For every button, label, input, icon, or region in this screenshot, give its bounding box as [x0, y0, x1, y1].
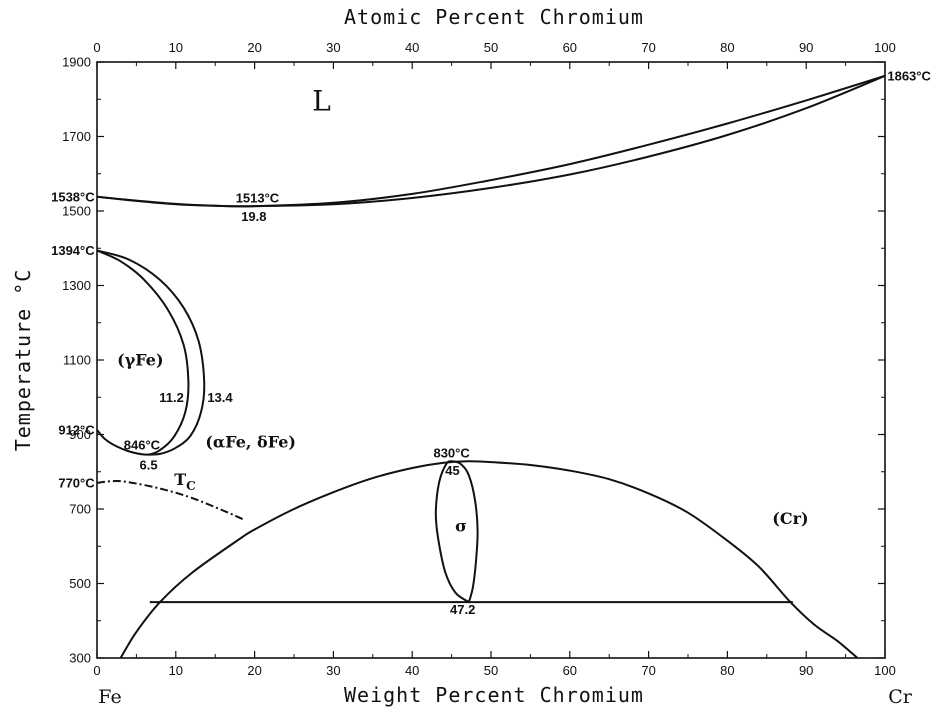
tc-main: T [174, 470, 186, 489]
annotation-label: 13.4 [207, 390, 233, 405]
phase-labels: L (γFe) (αFe, δFe) σ (Cr) [117, 84, 808, 535]
top-tick-label: 40 [405, 40, 419, 55]
x-tick-label: 40 [405, 663, 419, 678]
plot-frame [96, 61, 886, 659]
top-tick-label: 70 [641, 40, 655, 55]
y-tick-label: 1500 [62, 204, 91, 219]
phase-label: (γFe) [117, 351, 163, 370]
element-label-right: Cr [888, 686, 913, 708]
element-label-left: Fe [98, 686, 121, 708]
annotation-label: 6.5 [140, 458, 158, 473]
x-tick-labels: 0 10 20 30 40 50 60 70 80 90 100 [93, 663, 895, 678]
phase-boundaries [96, 74, 886, 659]
x-tick-label: 30 [326, 663, 340, 678]
top-tick-label: 10 [169, 40, 183, 55]
phase-boundary-4 [96, 480, 246, 522]
phase-boundary-3 [96, 249, 206, 456]
annotation-label: 830°C [433, 446, 470, 461]
annotation-label: 846°C [124, 437, 161, 452]
phase-boundary-1 [96, 74, 886, 208]
x-tick-label: 100 [874, 663, 896, 678]
phase-label: σ [455, 516, 467, 535]
annotation-label: 1538°C [51, 189, 95, 204]
x-tick-label: 20 [247, 663, 261, 678]
x-axis-title: Weight Percent Chromium [344, 683, 644, 707]
y-tick-label: 500 [69, 576, 91, 591]
x-tick-label: 10 [169, 663, 183, 678]
phase-boundary-7 [434, 460, 479, 603]
annotation-label: 770°C [58, 475, 95, 490]
top-tick-label: 50 [484, 40, 498, 55]
y-tick-label: 1300 [62, 278, 91, 293]
top-tick-label: 80 [720, 40, 734, 55]
top-tick-label: 100 [874, 40, 896, 55]
annotations: 1538°C 1394°C 912°C 770°C 1863°C 1513°C 19.8 11… [51, 68, 931, 617]
x-tick-label: 50 [484, 663, 498, 678]
phase-label: L [312, 84, 331, 117]
top-tick-label: 60 [563, 40, 577, 55]
x-tick-label: 90 [799, 663, 813, 678]
y-tick-label: 900 [69, 427, 91, 442]
annotation-label: 1863°C [887, 68, 931, 83]
annotation-label: 912°C [58, 423, 95, 438]
top-tick-labels: 0 10 20 30 40 50 60 70 80 90 100 [93, 40, 895, 55]
annotation-label: 47.2 [450, 602, 475, 617]
y-axis-title: Temperature °C [11, 269, 35, 452]
phase-boundary-0 [96, 74, 886, 208]
top-tick-label: 0 [93, 40, 100, 55]
y-tick-label: 1900 [62, 55, 91, 70]
y-tick-label: 300 [69, 651, 91, 666]
annotation-label: 1513°C [236, 190, 280, 205]
x-tick-label: 80 [720, 663, 734, 678]
y-tick-label: 1100 [63, 353, 91, 368]
y-tick-labels: 300 500 700 900 1100 1300 1500 1700 1900 [62, 55, 91, 666]
annotation-label: 1394°C [51, 243, 95, 258]
tc-subscript: C [186, 479, 196, 493]
phase-boundary-5 [119, 460, 859, 659]
annotation-label: 11.2 [159, 390, 184, 405]
curie-temperature-label: TC [174, 470, 195, 493]
x-tick-label: 60 [563, 663, 577, 678]
annotation-label: 45 [445, 463, 459, 478]
x-tick-label: 0 [93, 663, 100, 678]
y-tick-label: 1700 [62, 129, 91, 144]
y-tick-label: 700 [69, 502, 91, 517]
phase-label: (Cr) [772, 509, 808, 528]
x-tick-label: 70 [641, 663, 655, 678]
top-tick-label: 90 [799, 40, 813, 55]
top-axis-title: Atomic Percent Chromium [344, 5, 644, 29]
top-tick-label: 30 [326, 40, 340, 55]
phase-label: (αFe, δFe) [205, 433, 296, 452]
tick-marks [96, 61, 886, 659]
phase-boundary-2 [96, 249, 190, 456]
annotation-label: 19.8 [241, 209, 266, 224]
top-tick-label: 20 [247, 40, 261, 55]
